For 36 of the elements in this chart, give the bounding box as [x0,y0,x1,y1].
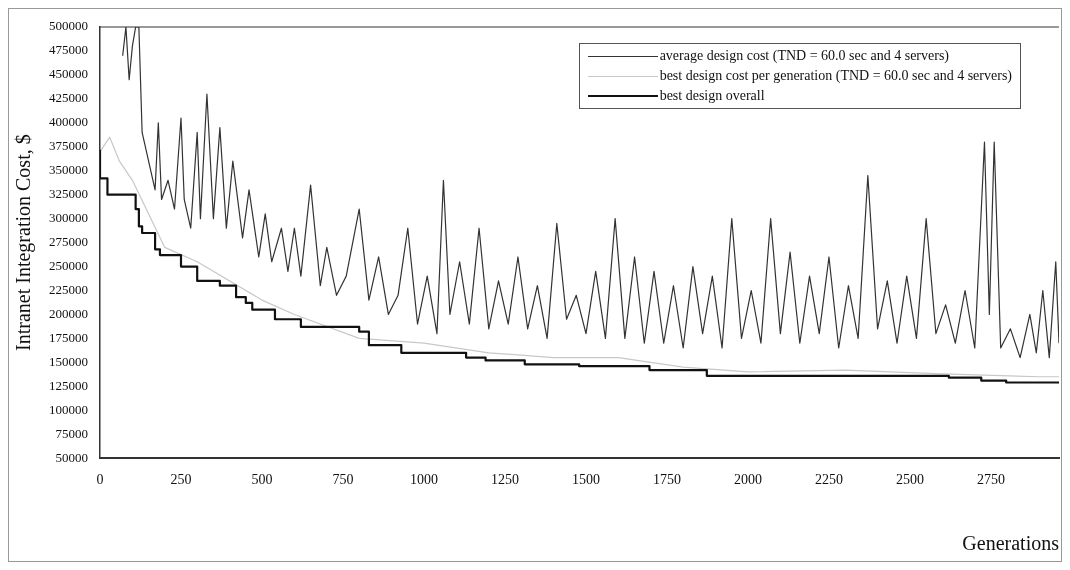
y-tick-label: 50000 [55,449,88,465]
y-tick-label: 300000 [49,210,88,226]
y-tick-label: 200000 [49,305,88,321]
x-tick-label: 1500 [571,472,600,488]
y-tick-label: 125000 [49,377,88,393]
x-tick-label: 500 [251,472,273,488]
y-tick-label: 475000 [49,42,88,58]
y-tick-label: 450000 [49,66,88,82]
y-tick-label: 425000 [49,90,88,106]
legend-label: average design cost (TND = 60.0 sec and 4 servers) [659,47,949,65]
y-tick-label: 150000 [49,353,88,369]
y-tick-label: 350000 [49,162,88,178]
x-tick-label: 1000 [409,472,438,488]
y-tick-label: 75000 [55,425,88,441]
x-tick-label: 2250 [814,472,843,488]
y-tick-label: 375000 [49,138,88,154]
y-tick-label: 400000 [49,114,88,130]
x-tick-label: 1750 [652,472,681,488]
x-axis-title: Generations [962,532,1060,555]
x-tick-label: 250 [170,472,192,488]
x-tick-label: 2000 [733,472,762,488]
x-tick-label: 0 [96,472,104,488]
y-tick-label: 325000 [49,186,88,202]
legend-label: best design overall [659,87,765,105]
y-tick-label: 250000 [49,257,88,273]
y-tick-label: 100000 [49,401,88,417]
x-tick-label: 1250 [490,472,519,488]
x-tick-label: 750 [332,472,354,488]
y-tick-label: 175000 [49,329,88,345]
legend-label: best design cost per generation (TND = 60.0 sec and 4 servers) [659,67,1012,85]
y-tick-label: 275000 [49,234,88,250]
y-tick-label: 225000 [49,281,88,297]
y-tick-label: 500000 [49,18,88,34]
y-axis-title: Intranet Integration Cost, $ [12,134,36,351]
x-tick-label: 2500 [895,472,924,488]
x-tick-label: 2750 [976,472,1005,488]
